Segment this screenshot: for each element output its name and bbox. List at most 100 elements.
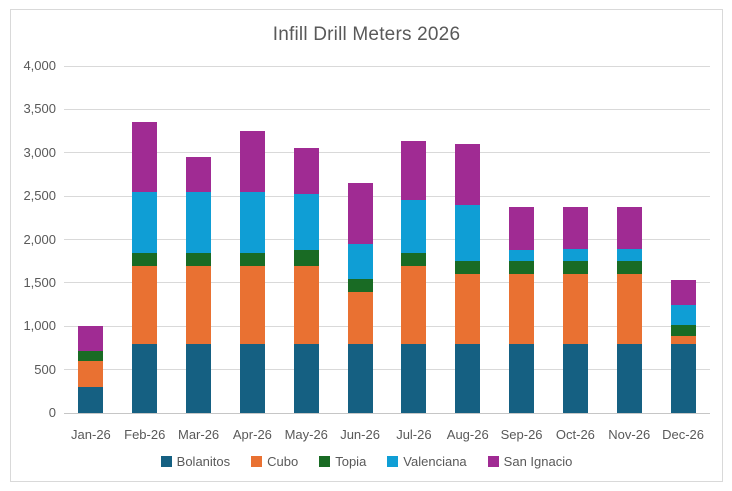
y-axis-tick-label: 2,500 — [23, 188, 56, 204]
bar-segment-topia-aug-26[interactable] — [455, 261, 481, 275]
y-axis-tick-label: 3,000 — [23, 144, 56, 160]
bar-segment-san-ignacio-jan-26[interactable] — [78, 326, 104, 351]
legend-swatch-icon — [319, 456, 331, 467]
bar-segment-topia-sep-26[interactable] — [509, 261, 535, 275]
gridline — [64, 282, 710, 284]
bar-segment-san-ignacio-dec-26[interactable] — [670, 280, 696, 306]
legend-swatch-icon — [487, 456, 499, 467]
bar-segment-valenciana-may-26[interactable] — [293, 193, 319, 251]
bar-segment-san-ignacio-sep-26[interactable] — [509, 206, 535, 250]
bar-segment-topia-mar-26[interactable] — [186, 252, 212, 266]
x-axis-tick-label: May-26 — [284, 427, 328, 442]
bar-segment-topia-dec-26[interactable] — [670, 325, 696, 336]
bar-segment-topia-jun-26[interactable] — [347, 278, 373, 292]
bar-segment-cubo-mar-26[interactable] — [186, 265, 212, 344]
bar-segment-cubo-sep-26[interactable] — [509, 274, 535, 344]
legend-label: Topia — [335, 454, 367, 469]
bar-segment-cubo-jun-26[interactable] — [347, 291, 373, 344]
x-axis-tick-label: Apr-26 — [232, 427, 272, 442]
gridline — [64, 65, 710, 67]
legend-swatch-icon — [160, 456, 172, 467]
bar-segment-topia-nov-26[interactable] — [616, 261, 642, 275]
chart-frame: Infill Drill Meters 2026 0 500 1,000 1,500 2… — [10, 9, 723, 482]
legend-item-san-ignacio[interactable]: San Ignacio — [487, 454, 573, 469]
y-axis-tick-label: 1,000 — [23, 318, 56, 334]
bar-segment-valenciana-jun-26[interactable] — [347, 243, 373, 279]
bar-segment-topia-feb-26[interactable] — [132, 252, 158, 266]
bar-segment-valenciana-sep-26[interactable] — [509, 249, 535, 262]
chart-title: Infill Drill Meters 2026 — [272, 24, 461, 45]
bar-segment-topia-may-26[interactable] — [293, 250, 319, 266]
bar-segment-valenciana-dec-26[interactable] — [670, 305, 696, 326]
legend-item-cubo[interactable]: Cubo — [251, 454, 298, 469]
gridline — [64, 325, 710, 327]
bar-segment-cubo-dec-26[interactable] — [670, 335, 696, 344]
y-axis-tick-label: 500 — [34, 361, 56, 377]
x-axis-tick-label: Jul-26 — [396, 427, 432, 442]
bar-segment-valenciana-aug-26[interactable] — [455, 204, 481, 262]
bar-segment-valenciana-nov-26[interactable] — [616, 249, 642, 262]
y-axis-tick-label: 3,500 — [23, 101, 56, 117]
bar-segment-topia-jan-26[interactable] — [78, 350, 104, 361]
legend-label: Cubo — [267, 454, 299, 469]
bar-segment-bolanitos-feb-26[interactable] — [132, 343, 158, 413]
bar-segment-bolanitos-aug-26[interactable] — [455, 343, 481, 413]
legend: Bolanitos Cubo Topia Valenciana San Ignacio — [11, 454, 722, 469]
bar-segment-cubo-jan-26[interactable] — [78, 360, 104, 387]
legend-label: Valenciana — [403, 454, 467, 469]
bar-segment-valenciana-apr-26[interactable] — [239, 191, 265, 253]
y-axis-tick-label: 0 — [48, 405, 56, 420]
bar-segment-cubo-oct-26[interactable] — [562, 274, 588, 344]
x-axis-tick-label: Mar-26 — [177, 427, 220, 442]
x-axis-tick-label: Aug-26 — [446, 427, 489, 442]
x-axis-line — [64, 412, 710, 414]
bar-segment-san-ignacio-feb-26[interactable] — [132, 122, 158, 192]
bar-segment-san-ignacio-mar-26[interactable] — [186, 157, 212, 192]
bar-segment-bolanitos-mar-26[interactable] — [186, 343, 212, 413]
y-axis-tick-label: 4,000 — [23, 58, 56, 73]
bar-segment-bolanitos-jun-26[interactable] — [347, 343, 373, 413]
bar-segment-cubo-nov-26[interactable] — [616, 274, 642, 344]
legend-swatch-icon — [251, 456, 263, 467]
bar-segment-san-ignacio-nov-26[interactable] — [616, 206, 642, 250]
x-axis-tick-label: Sep-26 — [500, 427, 543, 442]
legend-label: Bolanitos — [176, 454, 231, 469]
bar-segment-cubo-jul-26[interactable] — [401, 265, 427, 344]
bar-segment-cubo-apr-26[interactable] — [239, 265, 265, 344]
bar-segment-topia-jul-26[interactable] — [401, 252, 427, 266]
bar-segment-valenciana-mar-26[interactable] — [186, 191, 212, 253]
bar-segment-cubo-may-26[interactable] — [293, 265, 319, 344]
bar-segment-bolanitos-apr-26[interactable] — [239, 343, 265, 413]
bar-segment-topia-oct-26[interactable] — [562, 261, 588, 275]
legend-item-bolanitos[interactable]: Bolanitos — [160, 454, 231, 469]
bar-segment-bolanitos-jul-26[interactable] — [401, 343, 427, 413]
bar-segment-san-ignacio-may-26[interactable] — [293, 148, 319, 194]
gridline — [64, 108, 710, 110]
bar-segment-san-ignacio-apr-26[interactable] — [239, 131, 265, 192]
x-axis-tick-label: Nov-26 — [608, 427, 651, 442]
gridline — [64, 152, 710, 154]
bar-segment-bolanitos-sep-26[interactable] — [509, 343, 535, 413]
bar-segment-cubo-aug-26[interactable] — [455, 274, 481, 344]
bar-segment-bolanitos-jan-26[interactable] — [78, 386, 104, 413]
bar-segment-bolanitos-may-26[interactable] — [293, 343, 319, 413]
bar-segment-bolanitos-oct-26[interactable] — [562, 343, 588, 413]
y-axis-tick-label: 1,500 — [23, 274, 56, 290]
bar-segment-san-ignacio-jul-26[interactable] — [401, 141, 427, 201]
x-axis-tick-label: Jan-26 — [71, 427, 111, 442]
bar-segment-san-ignacio-jun-26[interactable] — [347, 183, 373, 244]
bar-segment-topia-apr-26[interactable] — [239, 252, 265, 266]
legend-label: San Ignacio — [503, 454, 573, 469]
bar-segment-bolanitos-nov-26[interactable] — [616, 343, 642, 413]
gridline — [64, 369, 710, 371]
bar-segment-valenciana-feb-26[interactable] — [132, 191, 158, 253]
bar-segment-valenciana-jul-26[interactable] — [401, 200, 427, 253]
bar-segment-san-ignacio-aug-26[interactable] — [455, 144, 481, 205]
legend-item-topia[interactable]: Topia — [319, 454, 366, 469]
bar-segment-valenciana-oct-26[interactable] — [562, 249, 588, 262]
bar-segment-bolanitos-dec-26[interactable] — [670, 343, 696, 413]
legend-item-valenciana[interactable]: Valenciana — [387, 454, 467, 469]
bar-segment-cubo-feb-26[interactable] — [132, 265, 158, 344]
bar-segment-san-ignacio-oct-26[interactable] — [562, 206, 588, 250]
